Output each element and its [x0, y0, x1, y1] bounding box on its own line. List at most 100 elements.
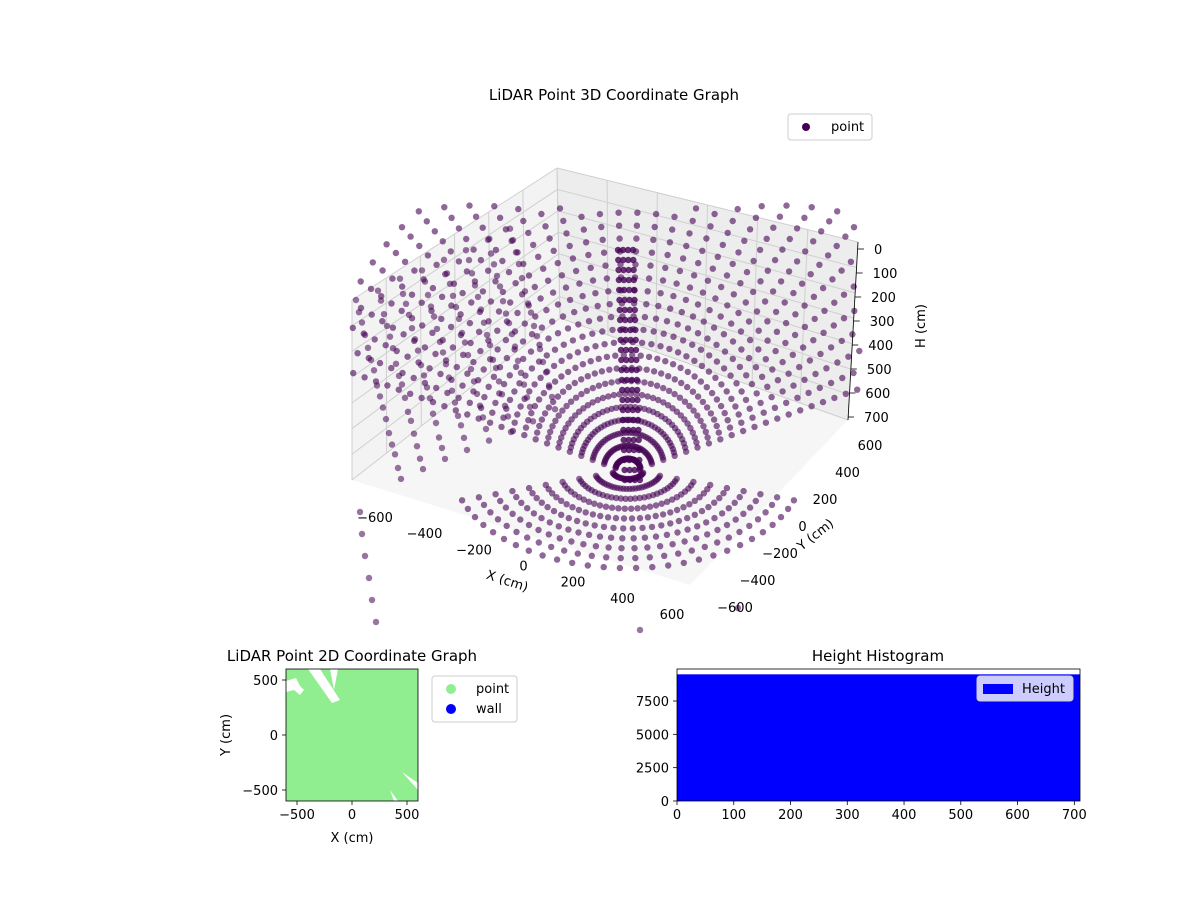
3d-point — [592, 543, 600, 550]
3d-point — [635, 436, 642, 444]
y-tick-label: −400 — [740, 574, 776, 589]
3d-point — [620, 436, 627, 444]
3d-point — [697, 378, 705, 385]
3d-point — [524, 300, 532, 307]
3d-point — [410, 430, 418, 437]
3d-point — [476, 402, 484, 409]
3d-point — [455, 315, 463, 323]
3d-point — [429, 284, 437, 292]
3d-point — [676, 267, 684, 275]
3d-point — [782, 319, 790, 327]
2d-x-tick-label: −500 — [279, 808, 315, 823]
3d-point — [849, 331, 856, 338]
3d-point — [743, 372, 750, 379]
3d-point — [658, 370, 665, 377]
3d-point — [662, 358, 669, 365]
3d-point — [554, 301, 562, 308]
3d-point — [752, 497, 759, 505]
3d-point — [810, 337, 817, 344]
3d-point — [647, 262, 654, 269]
3d-point — [496, 283, 504, 290]
3d-point — [462, 247, 470, 254]
3d-point — [762, 356, 769, 363]
3d-point — [480, 319, 488, 326]
3d-point — [774, 377, 782, 384]
3d-point — [646, 503, 654, 510]
3d-point — [631, 476, 639, 484]
3d-point — [629, 416, 637, 424]
z-tick-label: 500 — [867, 363, 892, 378]
3d-point — [745, 354, 753, 362]
3d-point — [621, 286, 628, 294]
3d-point — [618, 366, 625, 374]
3d-point — [554, 393, 562, 400]
3d-point — [764, 337, 771, 344]
3d-point — [684, 325, 692, 332]
3d-point — [718, 510, 726, 517]
3d-point — [538, 416, 546, 423]
3d-point — [599, 236, 606, 243]
3d-point — [820, 329, 827, 336]
3d-point — [827, 344, 835, 351]
3d-point — [416, 242, 423, 250]
3d-point — [688, 547, 695, 554]
3d-point — [357, 278, 364, 285]
3d-point — [630, 256, 637, 264]
3d-point — [616, 306, 623, 314]
3d-point — [703, 404, 711, 411]
hist-y-tick-label: 5000 — [636, 728, 669, 743]
3d-point — [623, 366, 630, 374]
3d-point — [830, 322, 837, 329]
3d-point — [648, 341, 655, 348]
3d-point — [783, 202, 790, 209]
3d-point — [760, 409, 767, 416]
3d-point — [350, 369, 357, 377]
3d-point — [734, 604, 742, 612]
3d-point — [715, 429, 722, 436]
3d-point — [441, 403, 448, 410]
3d-point — [543, 306, 550, 314]
3d-point — [745, 318, 753, 325]
x-tick-label: −200 — [456, 543, 492, 558]
3d-point — [717, 402, 725, 410]
3d-point — [477, 256, 485, 264]
3d-point — [620, 446, 628, 454]
3d-point — [535, 539, 542, 546]
3d-point — [773, 494, 781, 501]
3d-point — [661, 552, 668, 559]
3d-point — [407, 390, 414, 397]
3d-point — [512, 363, 520, 371]
3d-point — [758, 373, 766, 380]
3d-point — [399, 290, 407, 298]
3d-point — [367, 285, 375, 293]
3d-point — [565, 526, 572, 533]
3d-point — [725, 534, 732, 541]
3d-point — [525, 521, 533, 529]
3d-point — [625, 446, 633, 454]
3d-point — [589, 511, 597, 518]
3d-point — [658, 522, 665, 529]
3d-point — [699, 398, 707, 406]
3d-point — [609, 469, 616, 476]
3d-point — [384, 382, 391, 389]
3d-point — [644, 393, 651, 400]
3d-point — [605, 393, 612, 400]
3d-point — [799, 344, 807, 351]
3d-point — [670, 333, 677, 340]
3d-point — [738, 419, 745, 426]
2d-gap-right — [402, 772, 418, 790]
3d-point — [771, 256, 779, 264]
3d-point — [823, 365, 830, 372]
3d-point — [616, 316, 624, 324]
3d-point — [627, 495, 634, 502]
3d-point — [560, 341, 567, 348]
3d-point — [542, 481, 549, 489]
3d-point — [728, 395, 735, 402]
3d-point — [572, 267, 580, 275]
grid-line — [522, 189, 526, 346]
3d-point — [528, 409, 535, 417]
y-tick-label: 0 — [798, 520, 806, 535]
3d-point — [616, 564, 624, 572]
3d-point — [492, 278, 499, 285]
grid-line — [559, 296, 850, 396]
